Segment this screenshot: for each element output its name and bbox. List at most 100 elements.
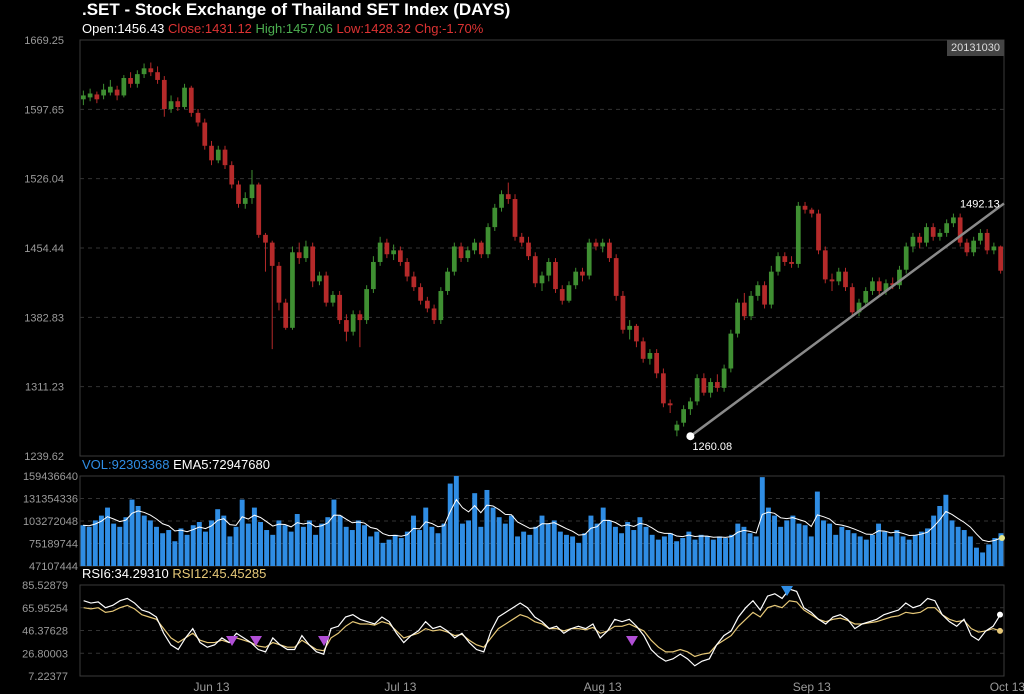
- candle-body: [728, 333, 734, 369]
- candle-body: [735, 302, 740, 334]
- volume-tick-label: 103272048: [23, 516, 78, 528]
- volume-bar: [368, 536, 374, 566]
- candle-body: [418, 287, 423, 301]
- candle-body: [613, 258, 619, 296]
- candle-body: [566, 285, 572, 301]
- candle-body: [957, 217, 963, 243]
- candle-body: [714, 382, 720, 388]
- volume-bar: [184, 534, 190, 566]
- volume-bar: [863, 539, 869, 566]
- rsi-tick-label: 46.37628: [22, 626, 68, 638]
- candle-body: [782, 256, 788, 262]
- candle-body: [863, 291, 869, 303]
- price-tick-label: 1597.65: [24, 104, 64, 116]
- candle-body: [674, 424, 680, 431]
- candle-body: [229, 165, 235, 185]
- x-axis-label: Oct 13: [990, 680, 1024, 694]
- volume-bar: [502, 523, 508, 566]
- candle-body: [600, 242, 606, 247]
- candle-body: [836, 271, 842, 282]
- candle-body: [708, 382, 713, 393]
- candle-body: [532, 256, 538, 284]
- volume-bar: [588, 515, 594, 566]
- rsi-tick-label: 85.52879: [22, 580, 68, 592]
- price-tick-label: 1526.04: [24, 174, 64, 186]
- candle-body: [755, 285, 761, 296]
- low-value: 1428.32: [363, 21, 411, 36]
- volume-bar: [343, 526, 349, 566]
- volume-bar: [882, 531, 888, 566]
- volume-bar: [270, 534, 276, 566]
- volume-bar: [723, 538, 729, 566]
- low-label: Low:: [336, 21, 364, 36]
- volume-bar: [539, 515, 545, 566]
- volume-bar: [906, 539, 912, 566]
- candle-body: [647, 352, 653, 359]
- volume-bar: [600, 507, 606, 566]
- ohlc-readout: Open:1456.43 Close:1431.12 High:1457.06 …: [82, 21, 483, 36]
- volume-bar: [484, 489, 490, 566]
- candle-body: [661, 373, 666, 404]
- volume-bar: [386, 539, 392, 566]
- candle-body: [249, 184, 255, 199]
- candle-body: [849, 287, 855, 313]
- volume-bar: [802, 525, 808, 566]
- candle-body: [607, 242, 612, 259]
- volume-bar: [765, 507, 771, 566]
- volume-bar: [564, 534, 569, 566]
- volume-bar: [759, 477, 765, 566]
- rsi-down-marker: [226, 636, 238, 646]
- volume-bar: [674, 541, 680, 566]
- candle-body: [681, 409, 686, 423]
- volume-bar: [160, 533, 166, 566]
- trendline-start-point: [686, 432, 695, 441]
- rsi-readout: RSI6:34.29310 RSI12:45.45285: [82, 566, 266, 581]
- candle-body: [789, 261, 794, 264]
- candle-body: [930, 227, 936, 237]
- trendline: [689, 202, 1005, 438]
- candle-body: [978, 232, 983, 241]
- candle-body: [445, 271, 450, 292]
- volume-bar: [619, 533, 625, 566]
- x-axis-label: Jul 13: [384, 680, 416, 694]
- candle-body: [620, 295, 626, 330]
- rsi6-label: RSI6:: [82, 566, 115, 581]
- candle-body: [330, 294, 336, 303]
- volume-bar: [313, 534, 319, 566]
- rsi-tick-label: 26.80003: [22, 648, 68, 660]
- candle-body: [107, 86, 113, 93]
- volume-tick-label: 75189744: [29, 539, 78, 551]
- candle-body: [937, 232, 943, 237]
- volume-bar: [86, 526, 92, 566]
- volume-bar: [135, 505, 141, 566]
- volume-bar: [790, 515, 796, 566]
- candle-body: [762, 285, 767, 305]
- candle-body: [640, 341, 646, 359]
- chg-value: -1.70%: [442, 21, 484, 36]
- volume-bar: [747, 533, 753, 566]
- volume-bar: [380, 542, 386, 566]
- candle-body: [924, 227, 929, 243]
- volume-bar: [668, 533, 673, 566]
- candle-body: [438, 291, 444, 321]
- volume-bar: [961, 530, 967, 566]
- volume-bar: [337, 515, 343, 566]
- volume-bar: [661, 536, 667, 566]
- volume-bar: [839, 526, 845, 566]
- volume-bar: [943, 494, 949, 566]
- volume-bar: [545, 523, 551, 566]
- candle-body: [350, 314, 356, 332]
- candle-body: [512, 199, 518, 237]
- volume-bar: [423, 507, 429, 566]
- volume-bar: [637, 517, 643, 566]
- candle-body: [296, 252, 302, 259]
- volume-bar: [166, 530, 172, 566]
- volume-bar: [435, 533, 441, 566]
- volume-bar: [649, 534, 655, 566]
- candle-body: [377, 242, 383, 262]
- volume-bar: [851, 533, 857, 566]
- candle-body: [431, 308, 437, 321]
- candle-body: [344, 320, 349, 332]
- ema-label: EMA5:: [173, 457, 213, 472]
